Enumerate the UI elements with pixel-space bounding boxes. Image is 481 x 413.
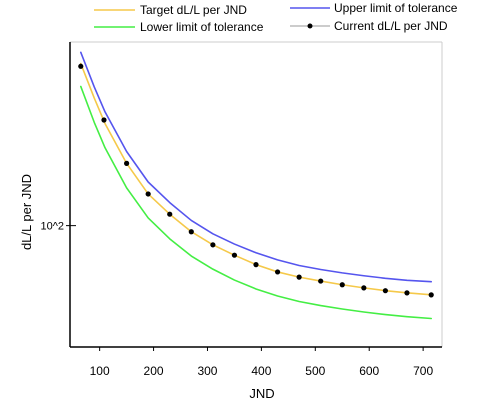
point-current-dl-l-per-jnd-12 [339,282,345,288]
point-current-dl-l-per-jnd-2 [124,160,130,166]
y-tick-label-0: 10^2 [40,221,64,233]
point-current-dl-l-per-jnd-6 [210,242,216,248]
x-tick-label-6: 700 [413,364,433,378]
point-current-dl-l-per-jnd-10 [296,274,302,280]
point-current-dl-l-per-jnd-11 [318,278,324,284]
y-ticks: 10^2 [40,221,76,233]
x-ticks: 100 200 300 400 500 600 700 [90,347,433,378]
legend: Target dL/L per JND Upper limit of toler… [94,1,458,34]
y-axis-title: dL/L per JND [19,174,34,250]
series-line-upper-limit-of-tolerance [79,51,433,283]
plot-area [70,42,442,347]
x-tick-label-3: 400 [251,364,271,378]
point-current-dl-l-per-jnd-13 [361,285,367,291]
point-current-dl-l-per-jnd-3 [145,191,151,197]
point-current-dl-l-per-jnd-9 [274,269,281,275]
point-current-dl-l-per-jnd-16 [428,292,434,298]
x-tick-label-2: 300 [197,364,217,378]
point-current-dl-l-per-jnd-15 [404,290,410,296]
series-line-target-dl-l-per-jnd [79,62,433,296]
point-current-dl-l-per-jnd-8 [253,262,259,268]
x-axis-title: JND [249,386,274,401]
point-current-dl-l-per-jnd-1 [101,117,107,123]
point-current-dl-l-per-jnd-7 [231,252,238,258]
point-current-dl-l-per-jnd-14 [382,288,388,294]
series-line-lower-limit-of-tolerance [79,85,433,320]
legend-label-target: Target dL/L per JND [140,3,247,17]
x-tick-label-5: 600 [359,364,379,378]
point-current-dl-l-per-jnd-4 [167,211,173,217]
x-tick-label-4: 500 [305,364,325,378]
x-tick-label-0: 100 [90,364,110,378]
legend-label-lower: Lower limit of tolerance [140,20,264,34]
x-tick-label-1: 200 [144,364,164,378]
legend-label-upper: Upper limit of tolerance [334,1,458,15]
legend-marker-current [307,23,313,29]
legend-label-current: Current dL/L per JND [334,19,448,33]
series-layer [78,51,434,320]
point-current-dl-l-per-jnd-5 [188,229,194,235]
point-current-dl-l-per-jnd-0 [78,63,84,69]
